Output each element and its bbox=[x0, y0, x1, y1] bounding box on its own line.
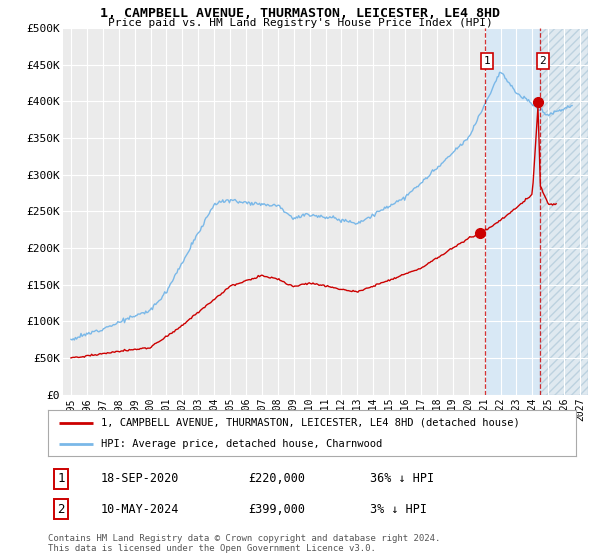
Text: 36% ↓ HPI: 36% ↓ HPI bbox=[370, 472, 434, 486]
Text: HPI: Average price, detached house, Charnwood: HPI: Average price, detached house, Char… bbox=[101, 439, 382, 449]
Text: £220,000: £220,000 bbox=[248, 472, 305, 486]
Text: 2: 2 bbox=[539, 56, 546, 66]
Bar bbox=[540, 28, 588, 395]
Text: 18-SEP-2020: 18-SEP-2020 bbox=[101, 472, 179, 486]
Text: Contains HM Land Registry data © Crown copyright and database right 2024.
This d: Contains HM Land Registry data © Crown c… bbox=[48, 534, 440, 553]
Text: 1, CAMPBELL AVENUE, THURMASTON, LEICESTER, LE4 8HD (detached house): 1, CAMPBELL AVENUE, THURMASTON, LEICESTE… bbox=[101, 418, 520, 428]
Text: £399,000: £399,000 bbox=[248, 502, 305, 516]
Bar bbox=[540, 28, 588, 395]
Text: 3% ↓ HPI: 3% ↓ HPI bbox=[370, 502, 427, 516]
Bar bbox=[485, 28, 540, 395]
Text: 1, CAMPBELL AVENUE, THURMASTON, LEICESTER, LE4 8HD: 1, CAMPBELL AVENUE, THURMASTON, LEICESTE… bbox=[100, 7, 500, 20]
Text: 1: 1 bbox=[58, 472, 65, 486]
Text: 10-MAY-2024: 10-MAY-2024 bbox=[101, 502, 179, 516]
Text: Price paid vs. HM Land Registry's House Price Index (HPI): Price paid vs. HM Land Registry's House … bbox=[107, 18, 493, 28]
Text: 1: 1 bbox=[484, 56, 490, 66]
Text: 2: 2 bbox=[58, 502, 65, 516]
